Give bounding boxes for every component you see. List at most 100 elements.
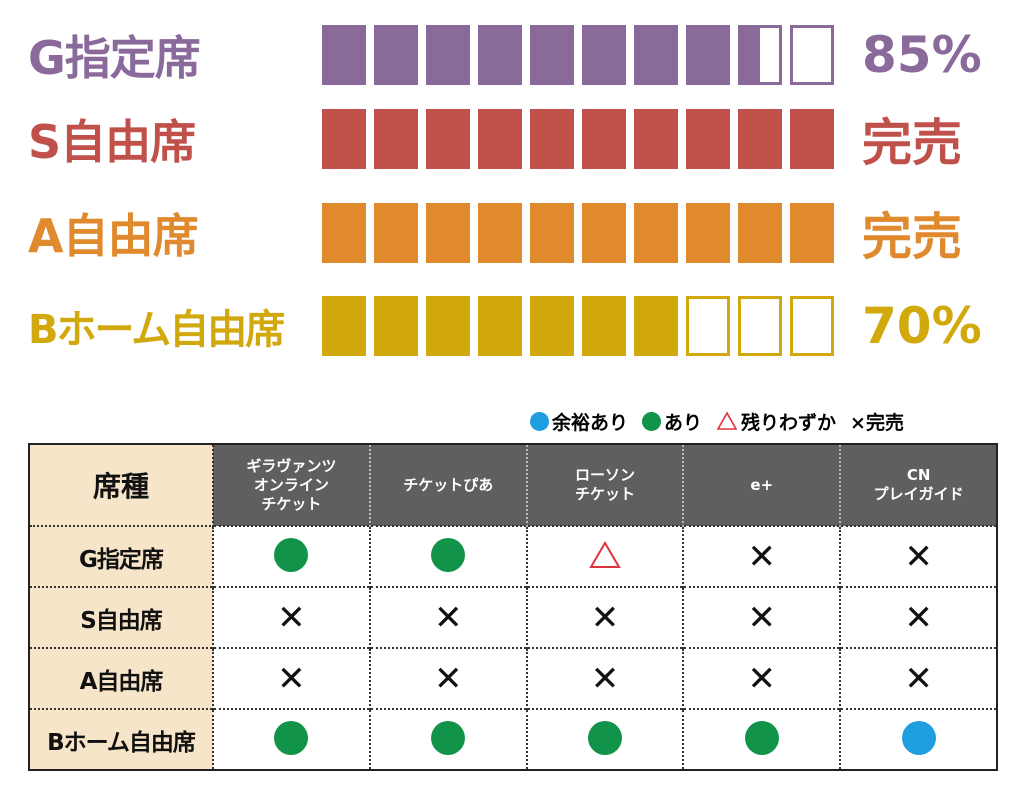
capacity-block: [478, 203, 522, 263]
green-circle-icon: [587, 720, 622, 755]
capacity-blocks: [322, 291, 842, 361]
availability-cell: ✕: [839, 586, 997, 648]
bar-row-g: G指定席 85%: [0, 20, 1034, 90]
availability-cell: ✕: [839, 647, 997, 709]
capacity-block: [374, 25, 418, 85]
capacity-block: [738, 25, 782, 85]
capacity-block: [426, 25, 470, 85]
cross-icon: ✕: [277, 658, 306, 699]
cross-icon: ✕: [433, 597, 463, 638]
cross-icon: ✕: [904, 597, 933, 638]
capacity-block: [426, 296, 470, 356]
bar-label: G指定席: [28, 31, 201, 85]
table-row: Bホーム自由席: [29, 708, 997, 770]
cross-icon: ✕: [904, 658, 933, 699]
vendor-header: チケットぴあ: [368, 444, 527, 526]
green-circle-icon: [744, 720, 779, 755]
capacity-block: [478, 109, 522, 169]
capacity-blocks: [322, 20, 842, 90]
capacity-block: [634, 203, 678, 263]
capacity-block: [322, 25, 366, 85]
capacity-blocks: [322, 198, 842, 268]
vendor-header: CN プレイガイド: [839, 444, 997, 526]
legend-label: ×完売: [850, 411, 904, 434]
availability-cell: [839, 708, 997, 770]
availability-cell: [525, 708, 684, 770]
legend-label: あり: [664, 411, 703, 434]
vendor-header: e+: [682, 444, 841, 526]
vendor-header: ギラヴァンツ オンライン チケット: [212, 444, 370, 526]
green-circle-icon: [274, 537, 309, 572]
legend-label: 残りわずか: [741, 411, 837, 434]
bar-value: 70%: [862, 297, 982, 355]
capacity-block: [582, 109, 626, 169]
capacity-block: [478, 25, 522, 85]
bar-label: A自由席: [28, 209, 199, 263]
cross-icon: ✕: [590, 658, 620, 699]
cross-icon: ✕: [590, 597, 620, 638]
bar-label: S自由席: [28, 115, 196, 169]
availability-cell: ✕: [212, 647, 370, 709]
cross-icon: ✕: [904, 536, 933, 577]
seat-type-cell: G指定席: [29, 525, 214, 587]
availability-cell: ✕: [368, 647, 527, 709]
capacity-block: [738, 203, 782, 263]
seat-type-cell: S自由席: [29, 586, 214, 648]
capacity-block: [634, 296, 678, 356]
availability-cell: ✕: [839, 525, 997, 587]
capacity-block: [530, 109, 574, 169]
legend: 余裕あり あり 残りわずか ×完売: [530, 406, 904, 436]
table-row: G指定席 ✕ ✕: [29, 525, 997, 587]
capacity-block: [686, 109, 730, 169]
capacity-block: [634, 25, 678, 85]
capacity-block: [478, 296, 522, 356]
availability-cell: ✕: [525, 586, 684, 648]
availability-cell: ✕: [682, 586, 841, 648]
bar-value: 完売: [862, 208, 962, 266]
availability-cell: ✕: [368, 586, 527, 648]
seat-type-header: 席種: [29, 444, 214, 527]
vendor-header: ローソン チケット: [525, 444, 684, 526]
blue-circle-icon: [530, 411, 549, 431]
capacity-block: [686, 296, 730, 356]
capacity-block: [374, 109, 418, 169]
green-circle-icon: [642, 411, 662, 431]
capacity-block: [686, 203, 730, 263]
green-circle-icon: [431, 537, 466, 572]
availability-cell: [368, 525, 527, 587]
bar-value: 完売: [862, 114, 962, 172]
capacity-block: [582, 25, 626, 85]
capacity-block: [634, 109, 678, 169]
seat-type-cell: Bホーム自由席: [29, 708, 214, 770]
bar-row-b: Bホーム自由席 70%: [0, 291, 1034, 361]
capacity-block: [426, 203, 470, 263]
legend-few: 残りわずか: [716, 408, 836, 435]
availability-cell: [525, 525, 684, 587]
triangle-icon: [716, 411, 738, 430]
availability-cell: [368, 708, 527, 770]
cross-icon: ✕: [747, 536, 777, 577]
availability-cell: ✕: [682, 525, 841, 587]
legend-available: あり: [642, 408, 702, 435]
green-circle-icon: [431, 720, 466, 755]
cross-icon: ✕: [747, 658, 777, 699]
capacity-block: [790, 25, 834, 85]
availability-cell: ✕: [682, 647, 841, 709]
legend-plenty: 余裕あり: [530, 408, 628, 435]
capacity-blocks: [322, 104, 842, 174]
capacity-block: [374, 203, 418, 263]
triangle-icon: [589, 540, 621, 568]
availability-cell: [212, 708, 370, 770]
availability-cell: ✕: [525, 647, 684, 709]
capacity-block: [530, 25, 574, 85]
capacity-block: [322, 296, 366, 356]
capacity-block: [582, 296, 626, 356]
blue-circle-icon: [901, 720, 936, 755]
capacity-block: [790, 203, 834, 263]
green-circle-icon: [274, 720, 309, 755]
availability-cell: [682, 708, 841, 770]
capacity-block: [530, 203, 574, 263]
capacity-block: [790, 109, 834, 169]
capacity-block: [738, 109, 782, 169]
bar-label: Bホーム自由席: [28, 307, 285, 353]
